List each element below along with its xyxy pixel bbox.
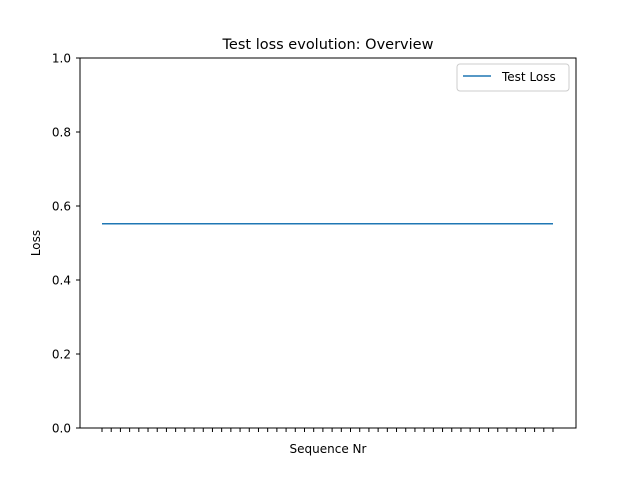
y-tick-label: 0.8 [52,126,71,140]
y-tick-label: 0.0 [52,422,71,436]
y-tick-label: 0.4 [52,274,71,288]
y-tick-label: 1.0 [52,52,71,66]
legend: Test Loss [456,63,570,92]
chart-title: Test loss evolution: Overview [222,37,434,53]
y-ticks: 0.0 0.2 0.4 0.6 0.8 1.0 [52,52,80,436]
y-tick-label: 0.6 [52,200,71,214]
plot-frame [79,57,577,429]
legend-box [456,63,570,92]
y-axis-label: Loss [29,230,43,256]
legend-label-test-loss: Test Loss [501,70,556,84]
x-axis-label: Sequence Nr [290,442,367,456]
y-tick-label: 0.2 [52,348,71,362]
x-ticks [101,428,554,432]
